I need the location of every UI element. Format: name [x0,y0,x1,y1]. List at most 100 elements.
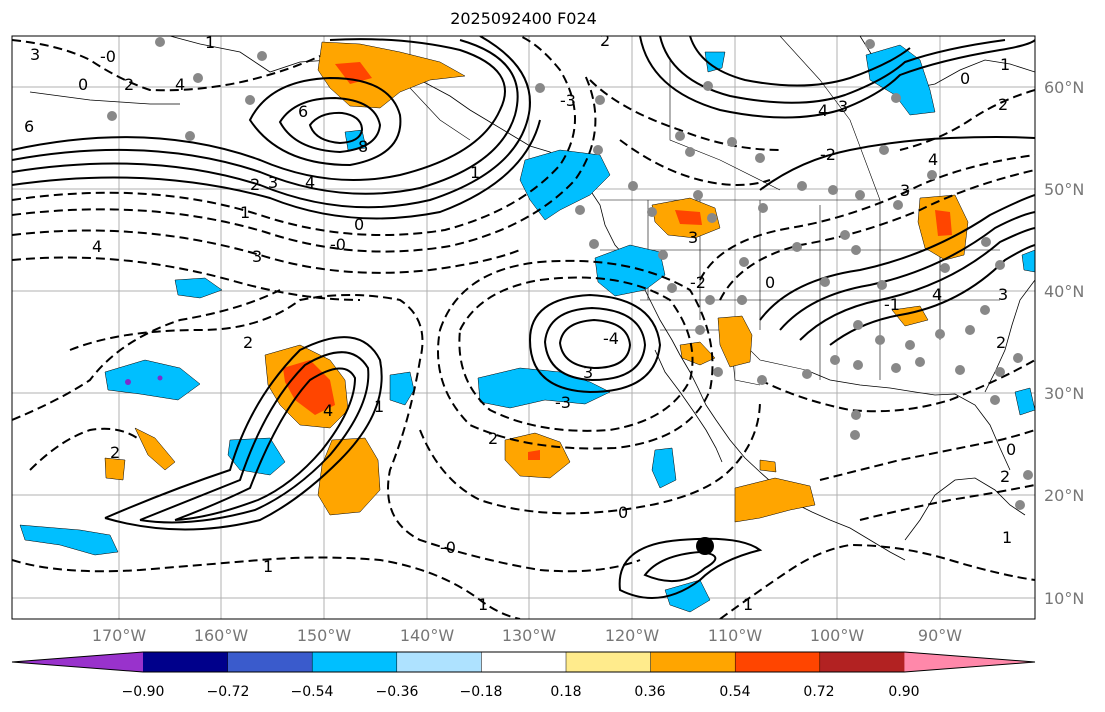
contour-label-layer: 0 2 4 6 8 3 -0 1 2 4 3 6 -3 2 3 4 0 1 2 … [24,31,1016,614]
longitude-label: 160°W [193,626,249,645]
colorbar-tick-label: −0.90 [121,684,165,700]
contour-label: 4 [92,237,102,256]
contour-label: -2 [690,273,706,292]
station-dots [107,37,1033,510]
latitude-label: 30°N [1044,384,1085,403]
contour-label: 2 [998,95,1008,114]
contour-label: 2 [600,31,610,50]
colorbar-outline [11,651,1036,673]
contour-label: 2 [124,75,134,94]
contour-label: 1 [1002,528,1012,547]
contour-label: -4 [603,329,619,348]
colorbar-tick-label: 0.18 [550,684,582,700]
latitude-label: 20°N [1044,486,1085,505]
contour-label: 4 [928,150,938,169]
contour-label: 2 [1000,467,1010,486]
baja-coast [654,349,723,463]
contour-label: 4 [323,401,333,420]
colorbar-tick-label: −0.36 [375,684,419,700]
contour-label: 0 [78,75,88,94]
contour-label: 1 [205,33,215,52]
colorbar-tick-label: 0.90 [888,684,920,700]
colorbar-tick-label: −0.54 [290,684,334,700]
contour-label: 0 [960,69,970,88]
contour-label: 1 [478,595,488,614]
contour-label: -0 [100,47,116,66]
contour-label: 4 [305,173,315,192]
colorbar-segment [312,652,398,672]
contour-label: -0 [440,538,456,557]
latitude-label: 50°N [1044,180,1085,199]
longitude-label: 140°W [399,626,455,645]
colorbar-tick-label: 0.72 [803,684,835,700]
colorbar-extend-right [904,652,1035,672]
atlantic-coast [984,279,1035,393]
latitude-label: 40°N [1044,282,1085,301]
aleutian-chain [29,91,180,105]
longitude-label: 170°W [91,626,147,645]
contour-label: 3 [30,45,40,64]
yucatan-coast [904,477,1026,541]
colorbar-segment [481,652,567,672]
contour-label: 6 [24,117,34,136]
contour-label: -1 [884,295,900,314]
contour-label: 2 [996,333,1006,352]
contour-label: 4 [932,285,942,304]
colorbar-tick-label: 0.36 [634,684,666,700]
longitude-label: 90°W [917,626,963,645]
contour-label: 3 [838,97,848,116]
contour-label: 4 [818,101,828,120]
contour-label: 1 [374,397,384,416]
longitude-label: 130°W [501,626,557,645]
contour-label: 2 [488,429,498,448]
colorbar-segment [819,652,905,672]
purple-dots [125,375,163,385]
contour-label: 3 [268,173,278,192]
contour-label: -0 [330,235,346,254]
contour-label: 0 [618,503,628,522]
contour-label: -3 [555,393,571,412]
contour-label: 1 [240,203,250,222]
contour-label: 1 [263,557,273,576]
contour-label: 3 [583,363,593,382]
solid-contours [12,36,1035,599]
contour-label: 2 [250,175,260,194]
colorbar-segment [650,652,736,672]
map-frame [11,35,1036,620]
latitude-label: 10°N [1044,589,1085,608]
blue-shading [19,44,1035,613]
contour-label: 4 [175,75,185,94]
colorbar-tick-label: 0.54 [719,684,751,700]
longitude-label: 150°W [296,626,352,645]
colorbar-tick-label: −0.18 [459,684,503,700]
colorbar-extend-left [12,652,143,672]
colorbar-segment [566,652,652,672]
latitude-label: 60°N [1044,78,1085,97]
storm-marker [696,537,714,555]
contour-label: 3 [900,181,910,200]
longitude-label: 120°W [604,626,660,645]
contour-label: -3 [560,91,576,110]
longitude-label: 100°W [809,626,865,645]
contour-label: 0 [1006,440,1016,459]
contour-label: -2 [820,145,836,164]
map-background [12,36,1035,619]
contour-label: 1 [470,163,480,182]
contour-label: 3 [688,228,698,247]
colorbar-segment [735,652,821,672]
colorbar-tick-label: −0.72 [206,684,250,700]
colorbar [11,651,1036,673]
contour-label: 0 [354,215,364,234]
contour-label: 2 [110,443,120,462]
contour-label: 6 [298,102,308,121]
colorbar-segment [143,652,229,672]
gulf-coast [805,369,1011,471]
longitude-label: 110°W [707,626,763,645]
contour-label: 8 [358,137,368,156]
contour-label: 3 [998,285,1008,304]
dashed-contours [12,36,1035,619]
map-title: 2025092400 F024 [450,9,597,28]
contour-label: 1 [743,595,753,614]
contour-label: 2 [243,333,253,352]
